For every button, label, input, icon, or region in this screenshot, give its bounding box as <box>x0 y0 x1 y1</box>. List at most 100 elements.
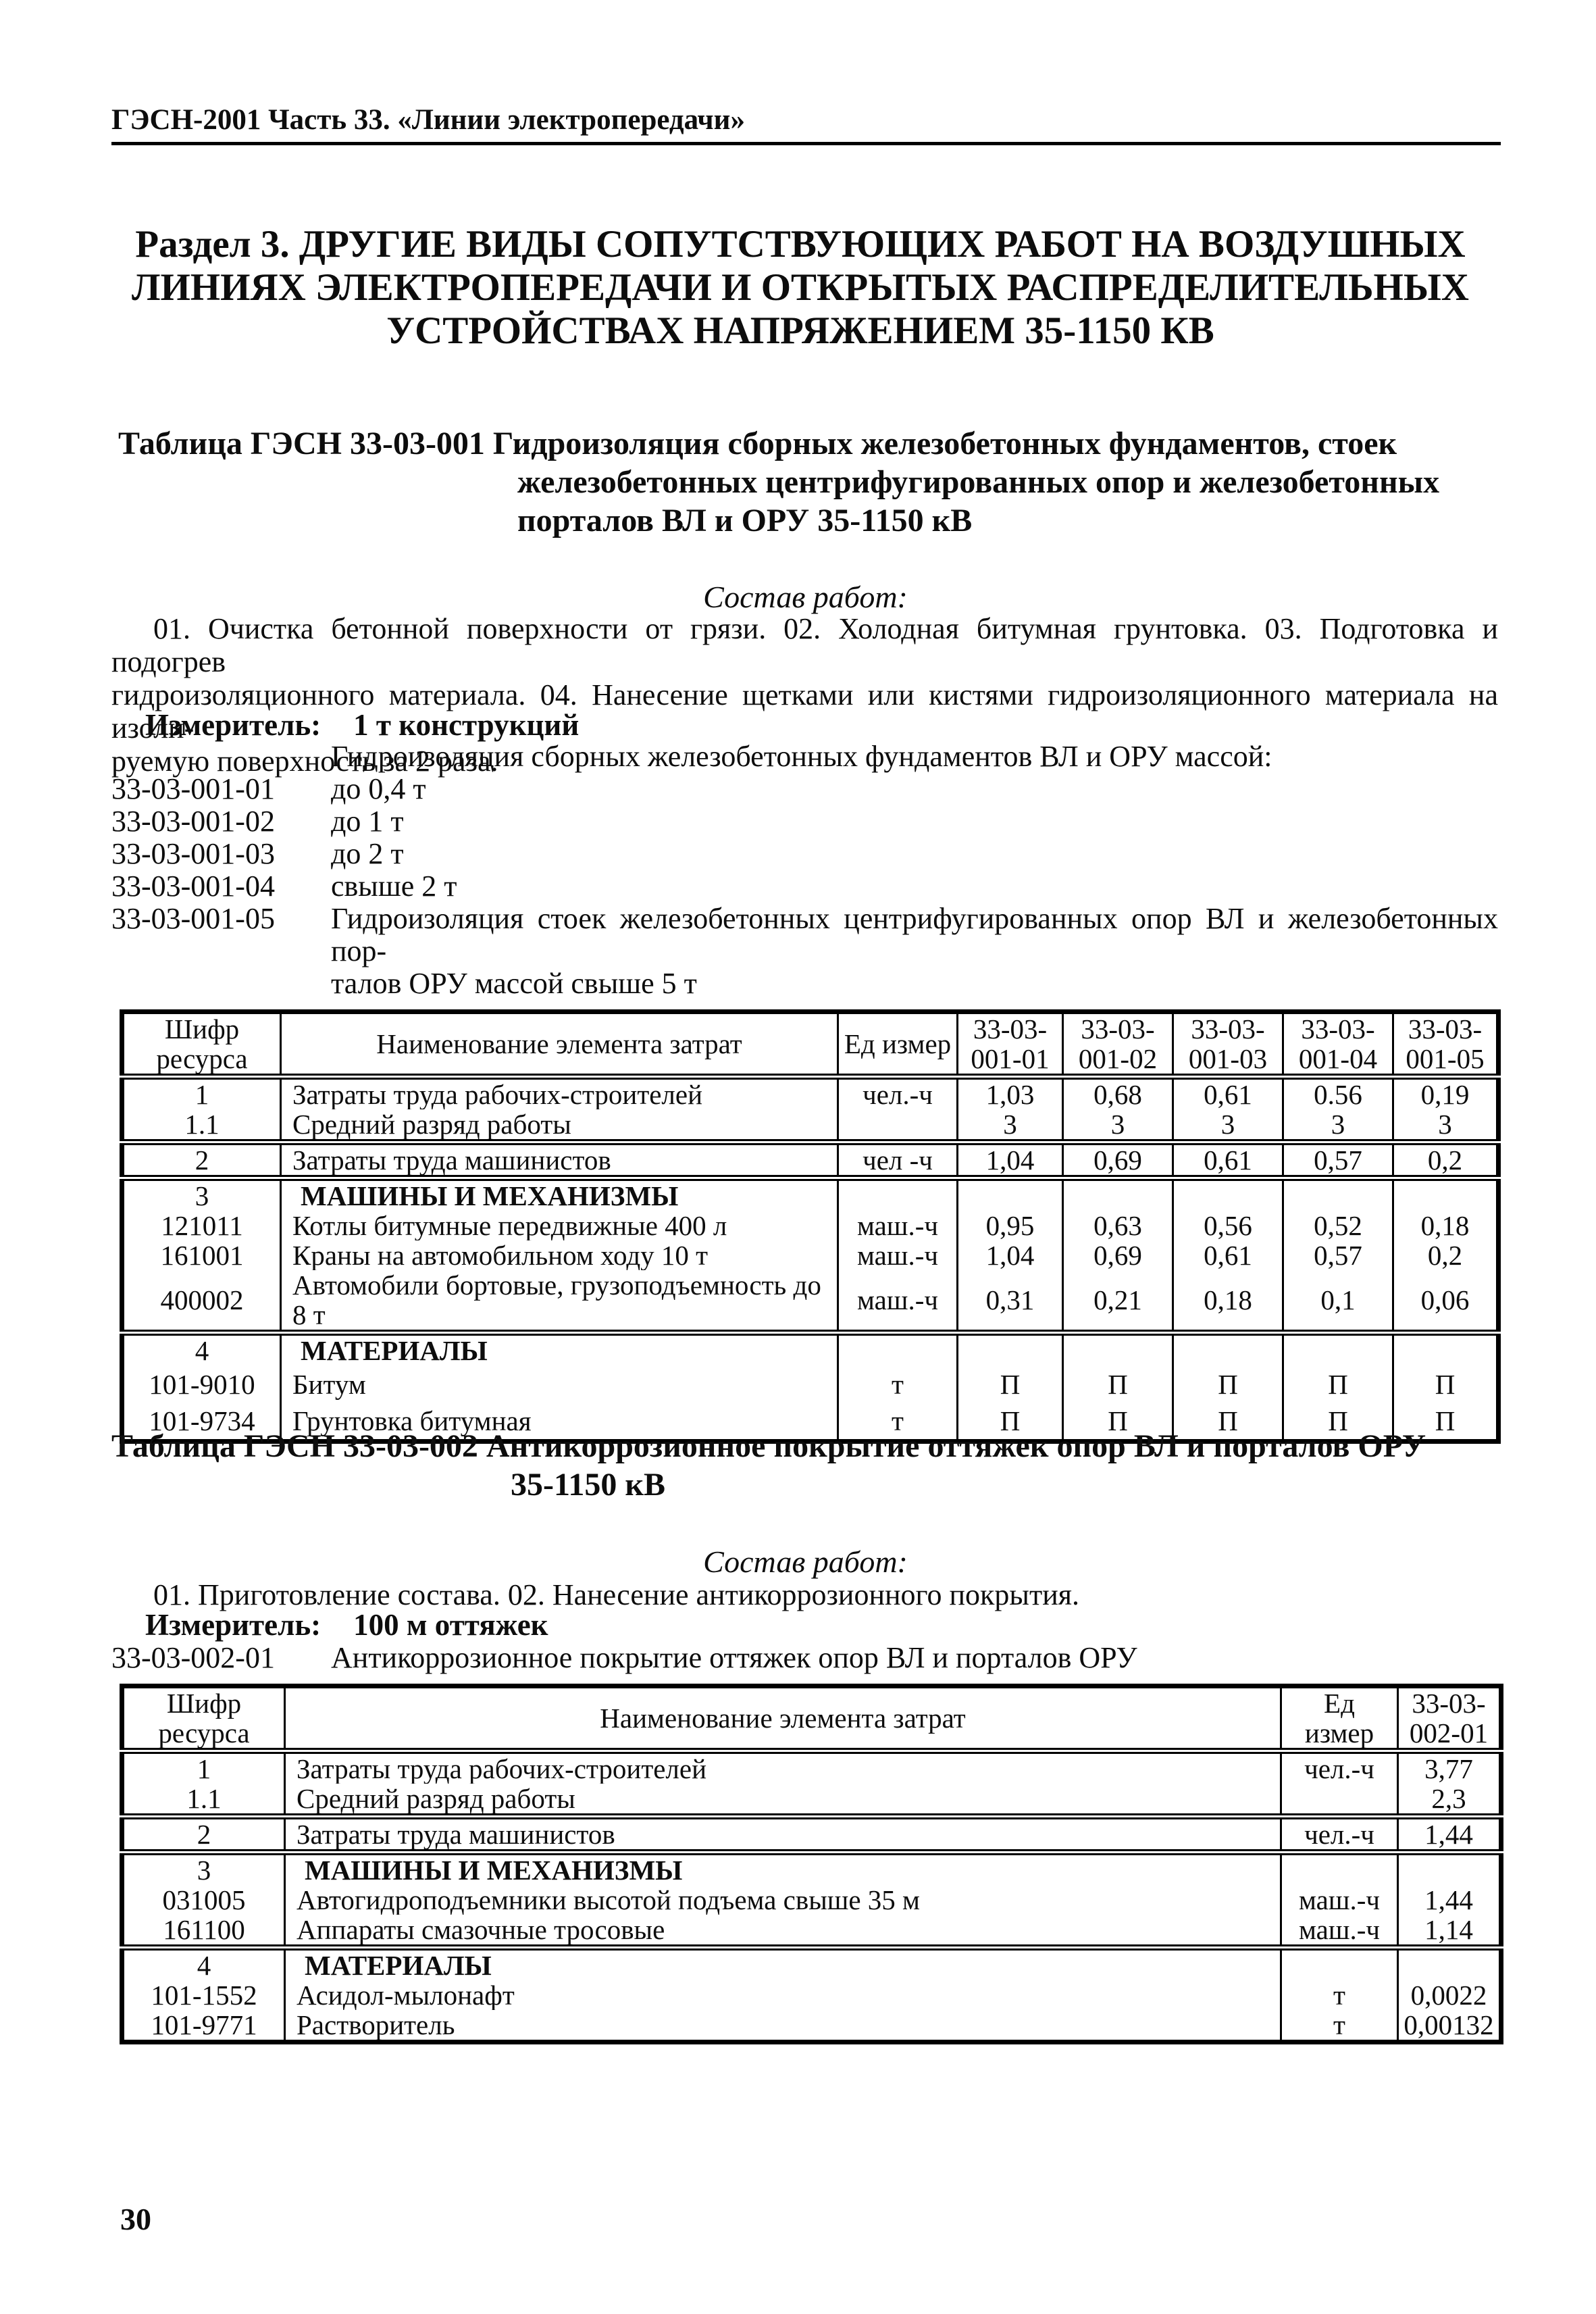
grid-header-cell: 33-03- 001-05 <box>1392 1011 1499 1080</box>
grid-cell: 1.1 <box>121 1784 286 1817</box>
grid-cell: 121011 <box>121 1211 282 1240</box>
grid-cell: П <box>1282 1365 1394 1403</box>
meter-line: Измеритель: 1 т конструкций <box>145 708 579 742</box>
grid-cell: 0,63 <box>1062 1211 1174 1240</box>
grid-cell <box>837 1109 958 1142</box>
works-text-line: 01. Приготовление состава. 02. Нанесение… <box>153 1578 1079 1611</box>
grid-row: 1 Затраты труда рабочих-строителей чел.-ч 1… <box>121 1076 1499 1109</box>
norm-item: 33-03-001-02 до 1 т <box>111 805 1498 838</box>
grid-cell: 0,61 <box>1172 1240 1284 1270</box>
grid-cell <box>837 1330 958 1365</box>
grid-cell <box>956 1330 1064 1365</box>
grid-cell: 400002 <box>121 1270 282 1333</box>
grid-cell: 0,56 <box>1172 1211 1284 1240</box>
grid-cell: 3 <box>1172 1109 1284 1142</box>
norm-item-desc-line: талов ОРУ массой свыше 5 т <box>331 967 697 1000</box>
grid-row: 2 Затраты труда машинистов чел -ч 1,04 0,69 0… <box>121 1139 1499 1178</box>
grid-cell: 0,95 <box>956 1211 1064 1240</box>
grid-row: 1.1 Средний разряд работы 2,3 <box>121 1784 1502 1817</box>
norm-item-code: 33-03-001-05 <box>111 902 275 935</box>
grid-cell: 0,18 <box>1172 1270 1284 1333</box>
works-composition-text: 01. Приготовление состава. 02. Нанесение… <box>111 1578 1498 1611</box>
grid-cell: 0,57 <box>1282 1240 1394 1270</box>
grid-cell: 2,3 <box>1397 1784 1502 1817</box>
grid-cell <box>1397 1944 1502 1980</box>
grid-cell: 101-9771 <box>121 2010 286 2042</box>
grid-cell: 031005 <box>121 1885 286 1915</box>
grid-cell: 0,61 <box>1172 1139 1284 1178</box>
norm-item-desc: свыше 2 т <box>331 870 1498 903</box>
grid-cell: чел -ч <box>837 1139 958 1178</box>
grid-header-cell: 33-03- 001-02 <box>1062 1011 1174 1080</box>
section-title-line: Раздел 3. ДРУГИЕ ВИДЫ СОПУТСТВУЮЩИХ РАБО… <box>135 223 1466 266</box>
norm-item-list: 33-03-002-01 Антикоррозионное покрытие о… <box>111 1642 1498 1674</box>
grid-cell: 3 <box>121 1175 282 1211</box>
grid-cell: П <box>1392 1403 1499 1441</box>
grid-cell: маш.-ч <box>837 1211 958 1240</box>
grid-row: 2 Затраты труда машинистов чел.-ч 1,44 <box>121 1813 1502 1853</box>
grid-cell <box>1062 1175 1174 1211</box>
grid-cell: 0,2 <box>1392 1240 1499 1270</box>
norm-item-desc: Антикоррозионное покрытие оттяжек опор В… <box>331 1642 1498 1674</box>
meter-value: 100 м оттяжек <box>353 1608 548 1642</box>
grid-cell: т <box>1280 2010 1399 2042</box>
grid-row: 400002 Автомобили бортовые, грузоподъемно… <box>121 1270 1499 1333</box>
grid-header-cell: Шифр ресурса <box>121 1011 282 1080</box>
grid-cell <box>1172 1330 1284 1365</box>
norm-item: 33-03-001-05 Гидроизоляция стоек железоб… <box>111 903 1498 1000</box>
items-intro: Гидроизоляция сборных железобетонных фун… <box>331 740 1272 773</box>
table2-caption-line: 35-1150 кВ <box>511 1467 666 1503</box>
grid-cell: маш.-ч <box>1280 1915 1399 1948</box>
table1-caption-line: Таблица ГЭСН 33-03-001 Гидроизоляция сбо… <box>118 426 1397 461</box>
grid-cell: 0,19 <box>1392 1076 1499 1109</box>
meter-label: Измеритель: <box>145 708 321 742</box>
grid-cell: Средний разряд работы <box>284 1784 1282 1817</box>
grid-cell: Затраты труда машинистов <box>280 1139 839 1178</box>
norm-item-list: Гидроизоляция сборных железобетонных фун… <box>111 740 1498 1000</box>
grid-cell: МАШИНЫ И МЕХАНИЗМЫ <box>280 1175 839 1211</box>
grid-row: 121011 Котлы битумные передвижные 400 л ма… <box>121 1211 1499 1240</box>
grid-cell: П <box>956 1365 1064 1403</box>
grid-cell: Автомобили бортовые, грузоподъемность до… <box>280 1270 839 1333</box>
table1-caption-line: железобетонных центрифугированных опор и… <box>517 464 1440 500</box>
grid-cell: 0,61 <box>1172 1076 1284 1109</box>
grid-cell: Растворитель <box>284 2010 1282 2042</box>
grid-row: 4 МАТЕРИАЛЫ <box>121 1944 1502 1980</box>
grid-cell: 1.1 <box>121 1109 282 1142</box>
grid-cell: 101-9010 <box>121 1365 282 1403</box>
grid-cell: 2 <box>121 1139 282 1178</box>
grid-row: 101-9010 Битум т П П П П П <box>121 1365 1499 1403</box>
works-text-line: 01. Очистка бетонной поверхности от гряз… <box>111 612 1498 678</box>
grid-cell: 0,0022 <box>1397 1980 1502 2010</box>
grid-cell: т <box>837 1365 958 1403</box>
grid-header-cell: Наименование элемента затрат <box>280 1011 839 1080</box>
grid-cell: Асидол-мылонафт <box>284 1980 1282 2010</box>
grid-cell <box>956 1175 1064 1211</box>
grid-cell: МАШИНЫ И МЕХАНИЗМЫ <box>284 1849 1282 1885</box>
grid-row: 101-9771 Растворитель т 0,00132 <box>121 2010 1502 2042</box>
norm-item-desc-line: Антикоррозионное покрытие оттяжек опор В… <box>331 1641 1137 1674</box>
grid-cell: 0,69 <box>1062 1139 1174 1178</box>
grid-cell <box>1282 1175 1394 1211</box>
grid-header-cell: Наименование элемента затрат <box>284 1686 1282 1754</box>
norm-item-desc-line: до 2 т <box>331 837 404 870</box>
grid-cell: 1,14 <box>1397 1915 1502 1948</box>
works-text-line: руемую поверхность за 2 раза. <box>111 745 498 778</box>
table2-caption: Таблица ГЭСН 33-03-002 Антикоррозионное … <box>111 1427 1426 1504</box>
grid-cell: 0,06 <box>1392 1270 1499 1333</box>
grid-cell: 3 <box>1282 1109 1394 1142</box>
grid-cell: 0,2 <box>1392 1139 1499 1178</box>
grid-cell: маш.-ч <box>837 1240 958 1270</box>
grid-cell: 3 <box>956 1109 1064 1142</box>
grid-header-row: Шифр ресурса Наименование элемента затрат… <box>121 1011 1499 1080</box>
grid-cell: Затраты труда рабочих-строителей <box>284 1751 1282 1784</box>
norm-item-code: 33-03-001-02 <box>111 805 275 838</box>
grid-cell: 101-9734 <box>121 1403 282 1441</box>
grid-row: 1 Затраты труда рабочих-строителей чел.-ч 3… <box>121 1751 1502 1784</box>
grid-row: 4 МАТЕРИАЛЫ <box>121 1330 1499 1365</box>
works-composition-text: 01. Очистка бетонной поверхности от гряз… <box>111 612 1498 778</box>
grid-cell: 101-1552 <box>121 1980 286 2010</box>
grid-cell <box>1280 1944 1399 1980</box>
grid-cell: маш.-ч <box>837 1270 958 1333</box>
grid-cell: Автогидроподъемники высотой подъема свыш… <box>284 1885 1282 1915</box>
